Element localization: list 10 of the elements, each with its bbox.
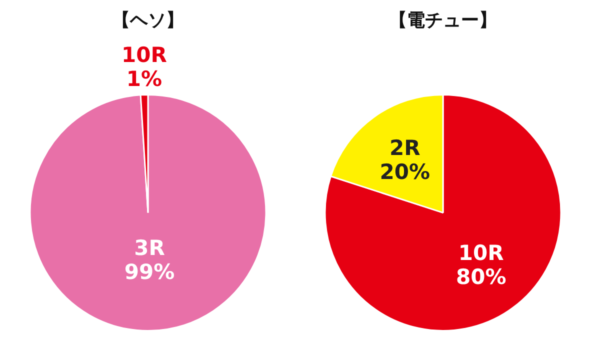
data-label: 80% bbox=[456, 265, 506, 290]
slice-label: 10R bbox=[121, 43, 167, 68]
slice-label: 2R bbox=[389, 136, 420, 160]
data-label: 99% bbox=[124, 260, 175, 284]
chart-title: 【電チュー】 bbox=[389, 10, 497, 32]
chart-title: 【ヘソ】 bbox=[112, 10, 184, 32]
data-label: 20% bbox=[380, 160, 430, 184]
slice-label: 3R bbox=[134, 236, 165, 260]
slice-label: 10R bbox=[458, 241, 504, 266]
data-label: 1% bbox=[126, 67, 162, 92]
